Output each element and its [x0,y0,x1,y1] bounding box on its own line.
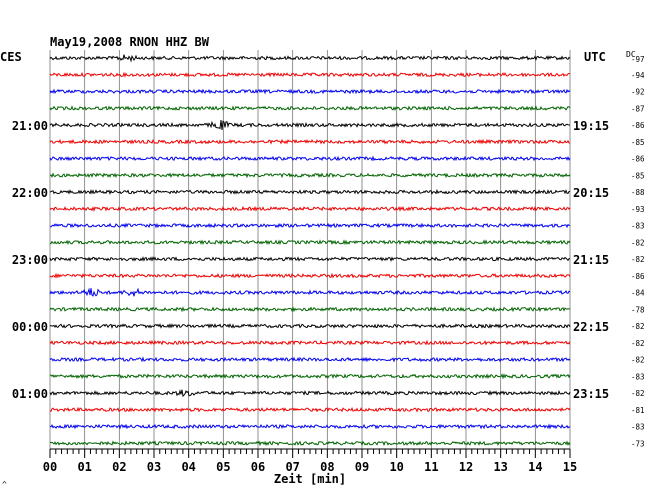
dc-offset-label: -87 [631,104,645,113]
dc-offset-label: -82 [631,255,645,264]
dc-offset-label: -83 [631,222,645,231]
dc-offset-label: -94 [631,71,645,80]
trace-row-5 [49,138,571,145]
dc-offset-label: -83 [631,372,645,381]
x-tick-label: 13 [493,460,507,474]
dc-offset-label: -92 [631,88,645,97]
x-tick-label: 03 [147,460,161,474]
dc-offset-label: -78 [631,305,645,314]
hour-label-ces: 21:00 [12,119,48,133]
dc-offset-label: -85 [631,138,645,147]
x-axis-label: Zeit [min] [274,472,346,486]
dc-offset-label: -82 [631,238,645,247]
x-tick-label: 15 [563,460,577,474]
trace-row-13 [49,272,571,279]
trace-row-2 [49,88,571,95]
trace-row-14 [49,287,571,297]
trace-row-15 [49,306,571,313]
hour-label-utc: 21:15 [573,253,609,267]
dc-offset-label: -82 [631,322,645,331]
hour-label-utc: 20:15 [573,186,609,200]
x-tick-label: 04 [181,460,195,474]
dc-offset-label: -73 [631,439,645,448]
trace-row-11 [49,239,571,246]
trace-row-18 [49,356,571,363]
x-tick-label: 08 [320,460,334,474]
trace-row-1 [49,71,571,78]
dc-offset-label: -86 [631,272,645,281]
dc-offset-label: -82 [631,356,645,365]
trace-row-4 [49,119,571,130]
trace-row-12 [49,256,571,262]
x-tick-label: 09 [355,460,369,474]
x-axis: 00 01 02 03 04 05 06 07 08 09 10 11 12 13 14 15 [43,448,577,474]
trace-row-16 [49,323,571,329]
trace-row-10 [49,222,571,229]
x-tick-label: 06 [251,460,265,474]
dc-offset-label: -93 [631,205,645,214]
left-axis-header: CES [0,50,22,64]
hour-label-utc: 22:15 [573,320,609,334]
dc-offset-label: -86 [631,155,645,164]
x-tick-label: 01 [77,460,91,474]
dc-offset-label: -85 [631,171,645,180]
trace-row-20 [49,389,571,398]
dc-offset-label: -84 [631,289,645,298]
chart-title: May19,2008 RNON HHZ BW [50,35,210,49]
trace-row-0 [49,54,571,63]
trace-row-8 [49,188,571,195]
hour-label-ces: 00:00 [12,320,48,334]
x-tick-label: 05 [216,460,230,474]
dc-offset-label: -86 [631,121,645,130]
trace-row-3 [49,105,571,112]
x-tick-label: 14 [528,460,542,474]
dc-offset-label: -81 [631,406,645,415]
trace-row-7 [49,172,571,179]
trace-row-6 [49,155,571,162]
dc-header: DC [626,50,636,59]
right-axis-header: UTC [584,50,606,64]
x-tick-label: 00 [43,460,57,474]
dc-offset-label: -97 [631,55,645,64]
trace-row-22 [49,423,571,430]
trace-group [49,54,571,447]
time-grid [49,50,571,449]
hour-label-utc: 19:15 [573,119,609,133]
x-tick-label: 11 [424,460,438,474]
trace-row-21 [49,406,571,413]
hour-label-ces: 22:00 [12,186,48,200]
hour-label-ces: 01:00 [12,387,48,401]
x-tick-label: 10 [389,460,403,474]
x-tick-label: 02 [112,460,126,474]
dc-offset-label: -82 [631,389,645,398]
dc-offset-label: -83 [631,423,645,432]
hour-label-ces: 23:00 [12,253,48,267]
trace-row-23 [49,440,571,447]
x-tick-label: 12 [459,460,473,474]
hour-label-utc: 23:15 [573,387,609,401]
row-label-group: -97 -94 -92 -87 -86 -85 -86 -85 -88 -93 -83 -82 -82 -… [12,55,645,448]
dc-offset-label: -88 [631,188,645,197]
trace-row-17 [49,339,571,346]
footer-mark: ^ [2,480,7,489]
trace-row-19 [49,373,571,380]
trace-row-9 [49,205,571,212]
dc-offset-label: -82 [631,339,645,348]
x-tick-label: 07 [285,460,299,474]
